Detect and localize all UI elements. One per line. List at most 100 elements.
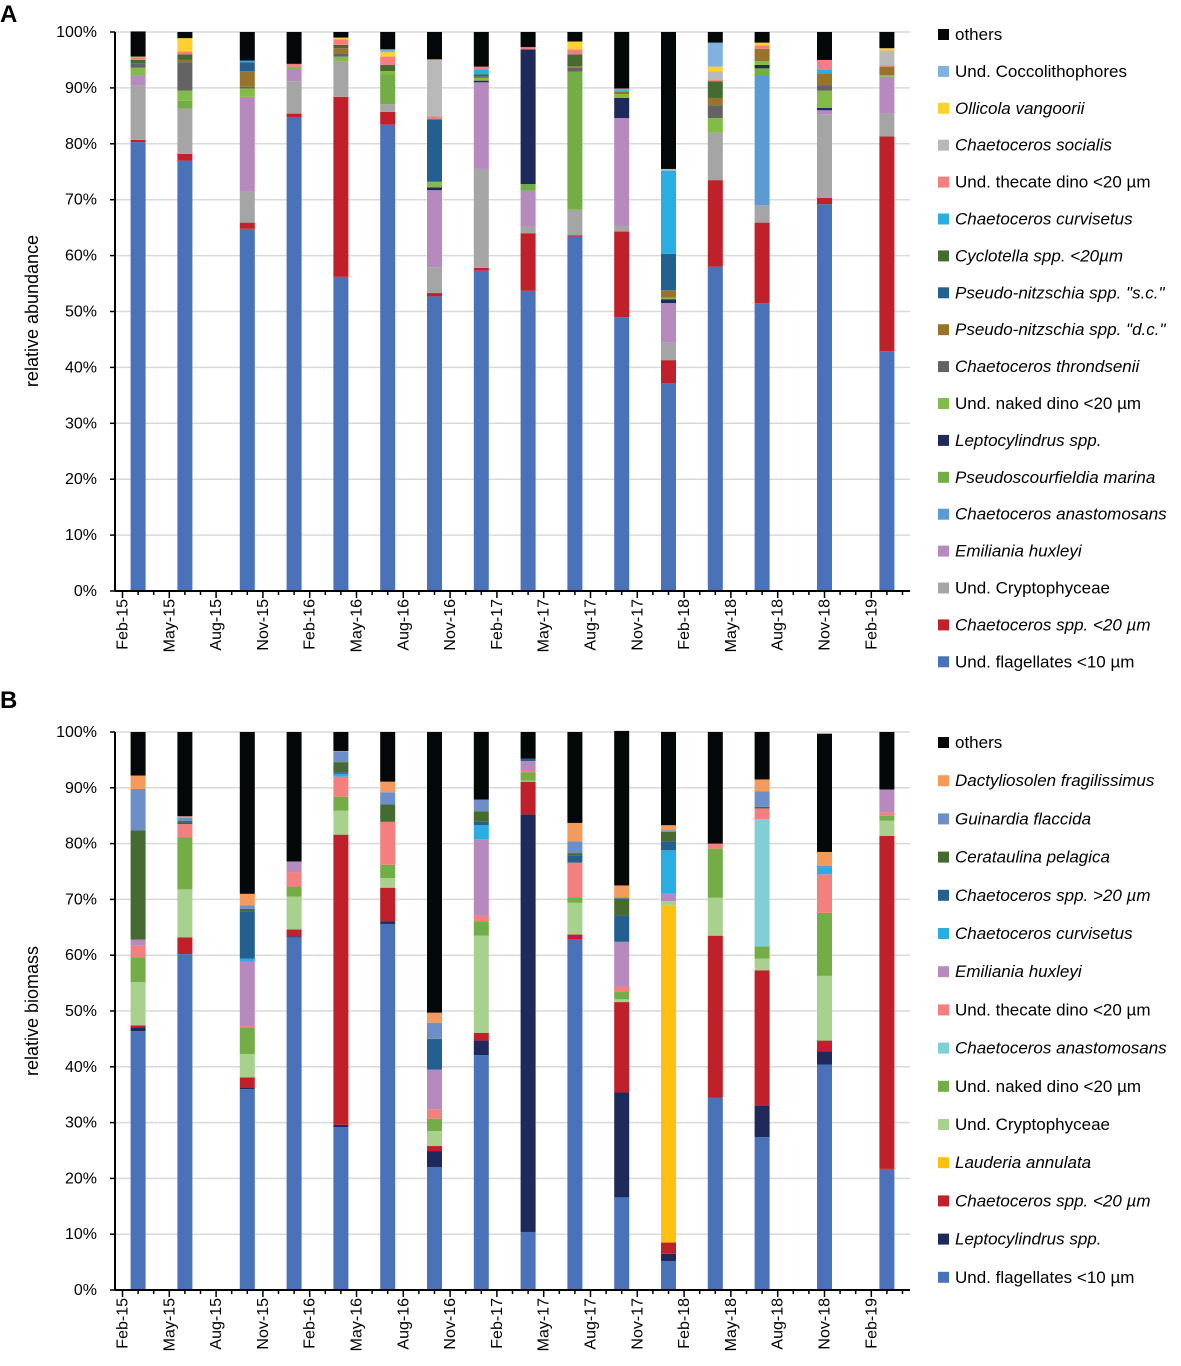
- legend-item: Leptocylindrus spp.: [938, 1230, 1101, 1249]
- bar-segment: [473, 74, 489, 77]
- legend-swatch: [938, 287, 949, 299]
- bar-segment: [130, 139, 146, 143]
- x-tick-label: Aug-17: [583, 1298, 600, 1350]
- x-tick-label: May-18: [723, 1298, 740, 1351]
- bar-segment: [333, 44, 349, 49]
- bar-segment: [879, 75, 895, 77]
- bar-segment: [614, 97, 630, 119]
- y-tick-label: 100%: [56, 724, 97, 741]
- bar-segment: [130, 1025, 146, 1028]
- bar-segment: [754, 64, 770, 69]
- bar-segment: [473, 811, 489, 822]
- bar-segment: [614, 91, 630, 95]
- bar-segment: [427, 296, 442, 591]
- bar-segment: [754, 45, 770, 49]
- bar-segment: [817, 874, 832, 913]
- bar-segment: [473, 825, 489, 840]
- legend-label: Und. Coccolithophores: [955, 62, 1127, 81]
- bar-segment: [879, 76, 895, 114]
- bar-segment: [817, 70, 832, 74]
- bar-segment: [661, 253, 676, 291]
- bar-segment: [333, 772, 349, 774]
- bar-segment: [614, 32, 630, 89]
- legend-swatch: [938, 29, 949, 40]
- bar-segment: [239, 1077, 255, 1089]
- bar-segment: [473, 1055, 489, 1290]
- bar-segment: [239, 1088, 255, 1090]
- bar-segment: [333, 750, 349, 752]
- legend-label: Pseudo-nitzschia spp. "s.c.": [955, 283, 1166, 302]
- bar-segment: [817, 733, 832, 852]
- legend-item: Cerataulina pelagica: [938, 848, 1110, 867]
- legend-swatch: [938, 139, 949, 151]
- bar-segment: [567, 934, 583, 940]
- bar-segment: [754, 779, 770, 792]
- bar-segment: [707, 97, 723, 106]
- bar-segment: [427, 119, 442, 182]
- bar-segment: [614, 1092, 630, 1198]
- bar-segment: [520, 761, 536, 771]
- bar-segment: [427, 293, 442, 297]
- bar-segment: [380, 49, 396, 53]
- bar-segment: [661, 32, 676, 169]
- bar-segment: [427, 1118, 442, 1131]
- legend-item: others: [938, 25, 1002, 44]
- y-tick-label: 80%: [65, 836, 97, 853]
- legend-swatch: [938, 545, 949, 557]
- legend-label: Emiliania huxleyi: [955, 542, 1083, 561]
- legend: others Dactyliosolen fragilissimus Guinard…: [938, 733, 1167, 1287]
- bar-segment: [614, 941, 630, 987]
- bar-segment: [473, 82, 489, 169]
- bar-segment: [817, 1040, 832, 1052]
- bar-stack: [614, 32, 630, 591]
- bar-segment: [614, 88, 630, 91]
- x-tick-label: Nov-17: [629, 1298, 646, 1350]
- legend-swatch: [938, 813, 949, 825]
- legend-item: Chaetoceros spp. <20 µm: [938, 1191, 1150, 1210]
- bar-segment: [130, 56, 146, 58]
- bar-stack: [614, 730, 630, 1290]
- bar-segment: [427, 181, 442, 188]
- bar-segment: [707, 105, 723, 119]
- bar-segment: [614, 898, 630, 916]
- legend-label: Chaetoceros socialis: [955, 136, 1112, 155]
- bar-segment: [473, 168, 489, 268]
- x-tick-label: Aug-18: [770, 599, 787, 651]
- y-tick-label: 20%: [65, 471, 97, 488]
- bar-segment: [177, 954, 193, 1290]
- bar-segment: [754, 32, 770, 43]
- bar-segment: [473, 76, 489, 78]
- bar-segment: [130, 1031, 146, 1290]
- bar-segment: [286, 732, 302, 862]
- x-tick-label: May-16: [349, 1298, 366, 1351]
- bar-segment: [707, 132, 723, 181]
- legend-label: Pseudo-nitzschia spp. "d.c.": [955, 320, 1166, 339]
- bar-segment: [567, 41, 583, 50]
- bar-stack: [239, 732, 255, 1290]
- bar-segment: [817, 865, 832, 868]
- bar-segment: [707, 81, 723, 98]
- bar-segment: [754, 42, 770, 46]
- x-tick-label: May-17: [536, 1298, 553, 1351]
- legend-item: Pseudo-nitzschia spp. "s.c.": [938, 283, 1166, 302]
- bar-segment: [286, 936, 302, 938]
- x-tick-label: Aug-15: [208, 1298, 225, 1350]
- bar-segment: [614, 317, 630, 591]
- legend-swatch: [938, 398, 949, 409]
- legend-item: Pseudoscourfieldia marina: [938, 468, 1155, 487]
- legend-item: Und. thecate dino <20 µm: [938, 1000, 1151, 1019]
- bar-segment: [473, 921, 489, 936]
- bar-segment: [879, 65, 895, 67]
- legend-item: Chaetoceros anastomosans: [938, 1039, 1167, 1058]
- bar-stack: [879, 732, 895, 1290]
- bar-segment: [817, 114, 832, 199]
- legend-item: Chaetoceros spp. <20 µm: [938, 615, 1150, 634]
- bar-segment: [817, 204, 832, 591]
- bar-segment: [661, 841, 676, 851]
- bar-segment: [380, 71, 396, 75]
- bar-stack: [177, 32, 193, 591]
- x-tick-label: Nov-16: [442, 1298, 459, 1350]
- bar-segment: [177, 822, 193, 825]
- legend-item: Chaetoceros throndsenii: [938, 357, 1141, 376]
- x-tick-label: Feb-19: [863, 1298, 880, 1349]
